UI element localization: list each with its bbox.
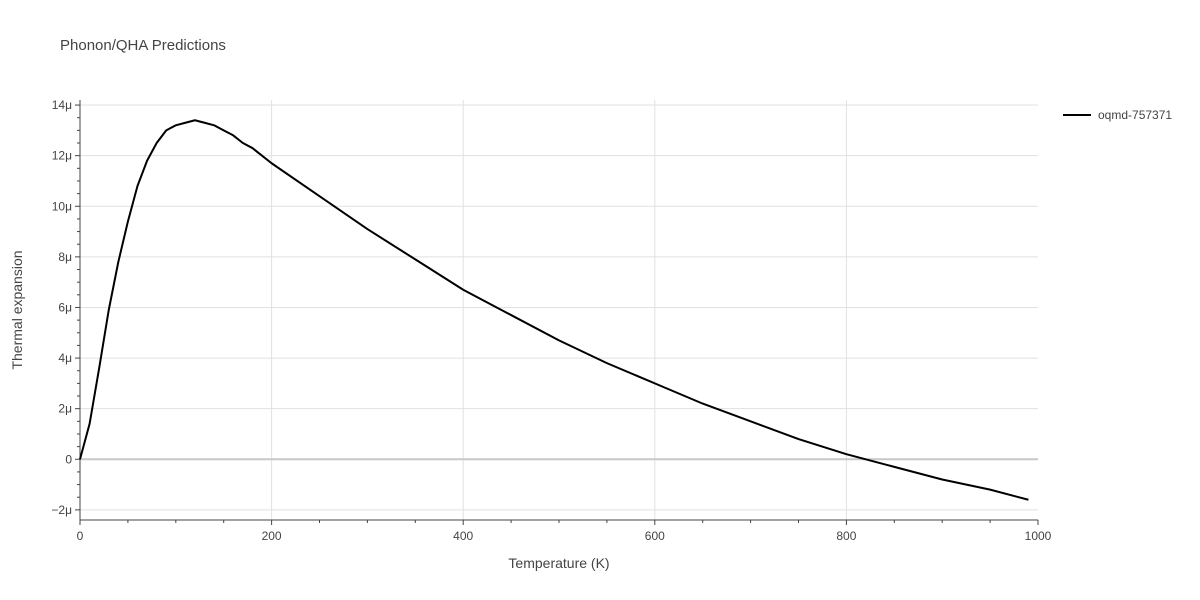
y-tick-label: 6μ: [58, 300, 72, 314]
x-tick-label: 600: [645, 529, 665, 543]
y-axis-title: Thermal expansion: [9, 250, 25, 369]
grid: [80, 100, 1038, 520]
y-tick-label: −2μ: [51, 503, 72, 517]
y-tick-label: 10μ: [52, 199, 72, 213]
y-tick-label: 2μ: [58, 402, 72, 416]
series-line: [79, 119, 1029, 501]
y-tick-label: 12μ: [52, 149, 72, 163]
legend-label: oqmd-757371: [1098, 108, 1172, 122]
chart-title: Phonon/QHA Predictions: [60, 37, 226, 54]
y-tick-label: 0: [65, 452, 72, 466]
x-tick-label: 400: [453, 529, 473, 543]
x-tick-label: 1000: [1025, 529, 1052, 543]
x-tick-label: 800: [836, 529, 856, 543]
y-tick-label: 8μ: [58, 250, 72, 264]
y-tick-label: 14μ: [52, 98, 72, 112]
y-tick-label: 4μ: [58, 351, 72, 365]
axes: 0 200 400 600 800 1000 −2μ 0 2μ 4μ 6μ 8μ 10μ 12μ 14μ: [51, 98, 1051, 543]
x-tick-label: 200: [262, 529, 282, 543]
series-layer: [79, 119, 1029, 501]
legend: oqmd-757371: [1063, 108, 1172, 122]
x-axis-title: Temperature (K): [508, 555, 609, 571]
x-tick-label: 0: [77, 529, 84, 543]
